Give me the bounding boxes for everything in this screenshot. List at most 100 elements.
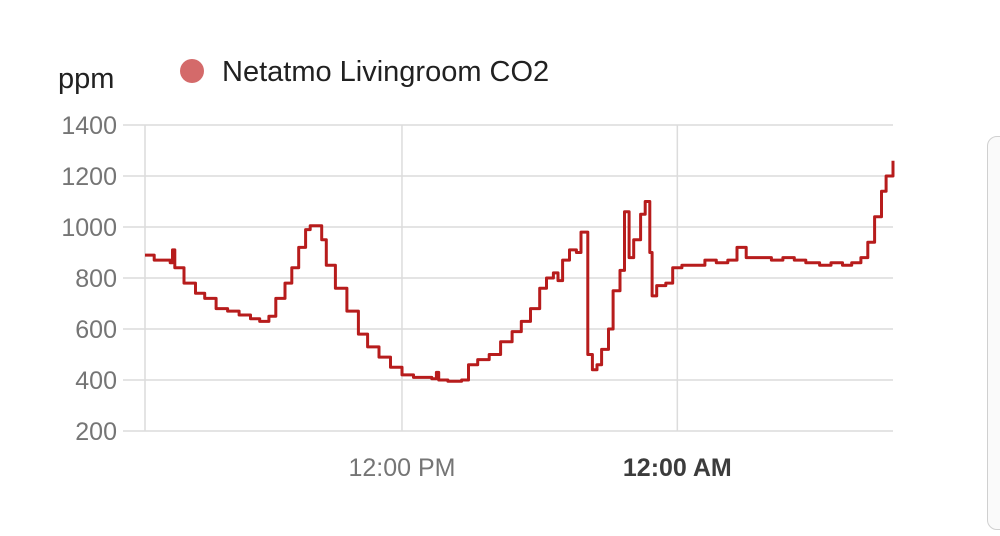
data-point[interactable] [849,260,855,266]
data-point[interactable] [193,290,199,296]
data-point[interactable] [626,255,632,261]
data-point[interactable] [266,313,272,319]
data-point[interactable] [879,188,885,194]
data-point[interactable] [734,244,740,250]
data-point[interactable] [702,257,708,263]
data-point[interactable] [273,295,279,301]
data-point[interactable] [323,262,329,268]
data-point[interactable] [433,369,439,375]
data-point[interactable] [332,285,338,291]
data-point[interactable] [172,265,178,271]
data-point[interactable] [817,262,823,268]
data-point[interactable] [663,280,669,286]
data-point[interactable] [550,270,556,276]
data-point[interactable] [376,354,382,360]
data-point[interactable] [840,262,846,268]
data-point[interactable] [170,247,176,253]
data-point[interactable] [872,214,878,220]
data-point[interactable] [890,158,896,164]
data-point[interactable] [690,262,696,268]
data-point[interactable] [743,255,749,261]
data-point[interactable] [555,278,561,284]
data-point[interactable] [654,283,660,289]
data-point[interactable] [248,316,254,322]
data-point[interactable] [399,372,405,378]
data-point[interactable] [181,280,187,286]
data-point[interactable] [296,244,302,250]
data-point[interactable] [585,352,591,358]
data-point[interactable] [560,257,566,263]
data-point[interactable] [142,252,148,258]
data-point[interactable] [883,173,889,179]
data-point[interactable] [225,308,231,314]
data-point[interactable] [599,346,605,352]
data-point[interactable] [303,227,309,233]
data-point[interactable] [780,255,786,261]
data-point[interactable] [236,312,242,318]
data-point[interactable] [411,374,417,380]
data-point[interactable] [466,362,472,368]
data-point[interactable] [429,376,435,382]
data-point[interactable] [617,267,623,273]
data-point[interactable] [282,280,288,286]
side-scroll-handle[interactable] [987,136,1000,530]
data-point[interactable] [622,209,628,215]
series-line-0[interactable] [145,160,895,383]
data-point[interactable] [459,377,465,383]
data-point[interactable] [486,352,492,358]
data-point[interactable] [355,331,361,337]
data-point[interactable] [589,367,595,373]
data-point[interactable] [151,257,157,263]
data-point[interactable] [518,318,524,324]
x-tick-label: 12:00 AM [623,454,732,482]
data-point[interactable] [365,344,371,350]
grid [123,124,893,432]
legend[interactable]: Netatmo Livingroom CO2 [180,56,549,88]
data-point[interactable] [713,260,719,266]
data-point[interactable] [528,306,534,312]
data-point[interactable] [649,293,655,299]
data-point[interactable] [344,308,350,314]
data-point[interactable] [475,357,481,363]
data-point[interactable] [445,378,451,384]
data-point[interactable] [803,260,809,266]
data-point[interactable] [768,257,774,263]
data-point[interactable] [544,275,550,281]
data-point[interactable] [610,288,616,294]
data-point[interactable] [670,265,676,271]
data-point[interactable] [257,318,263,324]
data-point[interactable] [509,329,515,335]
data-point[interactable] [422,374,428,380]
data-point[interactable] [647,250,653,256]
data-point[interactable] [314,223,320,229]
data-point[interactable] [757,255,763,261]
data-point[interactable] [388,364,394,370]
data-point[interactable] [436,377,442,383]
data-point[interactable] [638,211,644,217]
data-point[interactable] [725,257,731,263]
data-point[interactable] [679,262,685,268]
data-point[interactable] [865,239,871,245]
y-tick-label: 400 [75,367,117,395]
data-point[interactable] [642,199,648,205]
data-point[interactable] [858,255,864,261]
data-point[interactable] [594,362,600,368]
data-point[interactable] [583,229,589,235]
data-point[interactable] [537,285,543,291]
data-point[interactable] [573,250,579,256]
y-tick-label: 200 [75,418,117,446]
data-point[interactable] [202,295,208,301]
data-point[interactable] [606,326,612,332]
data-point[interactable] [631,237,637,243]
data-point[interactable] [213,306,219,312]
data-point[interactable] [498,339,504,345]
data-point[interactable] [828,260,834,266]
data-point[interactable] [289,265,295,271]
data-point[interactable] [167,260,173,266]
data-point[interactable] [567,247,573,253]
data-point[interactable] [319,237,325,243]
y-axis-ticks: 1400 1200 1000 800 600 400 200 [61,112,117,446]
data-point[interactable] [307,223,313,229]
data-point[interactable] [791,257,797,263]
